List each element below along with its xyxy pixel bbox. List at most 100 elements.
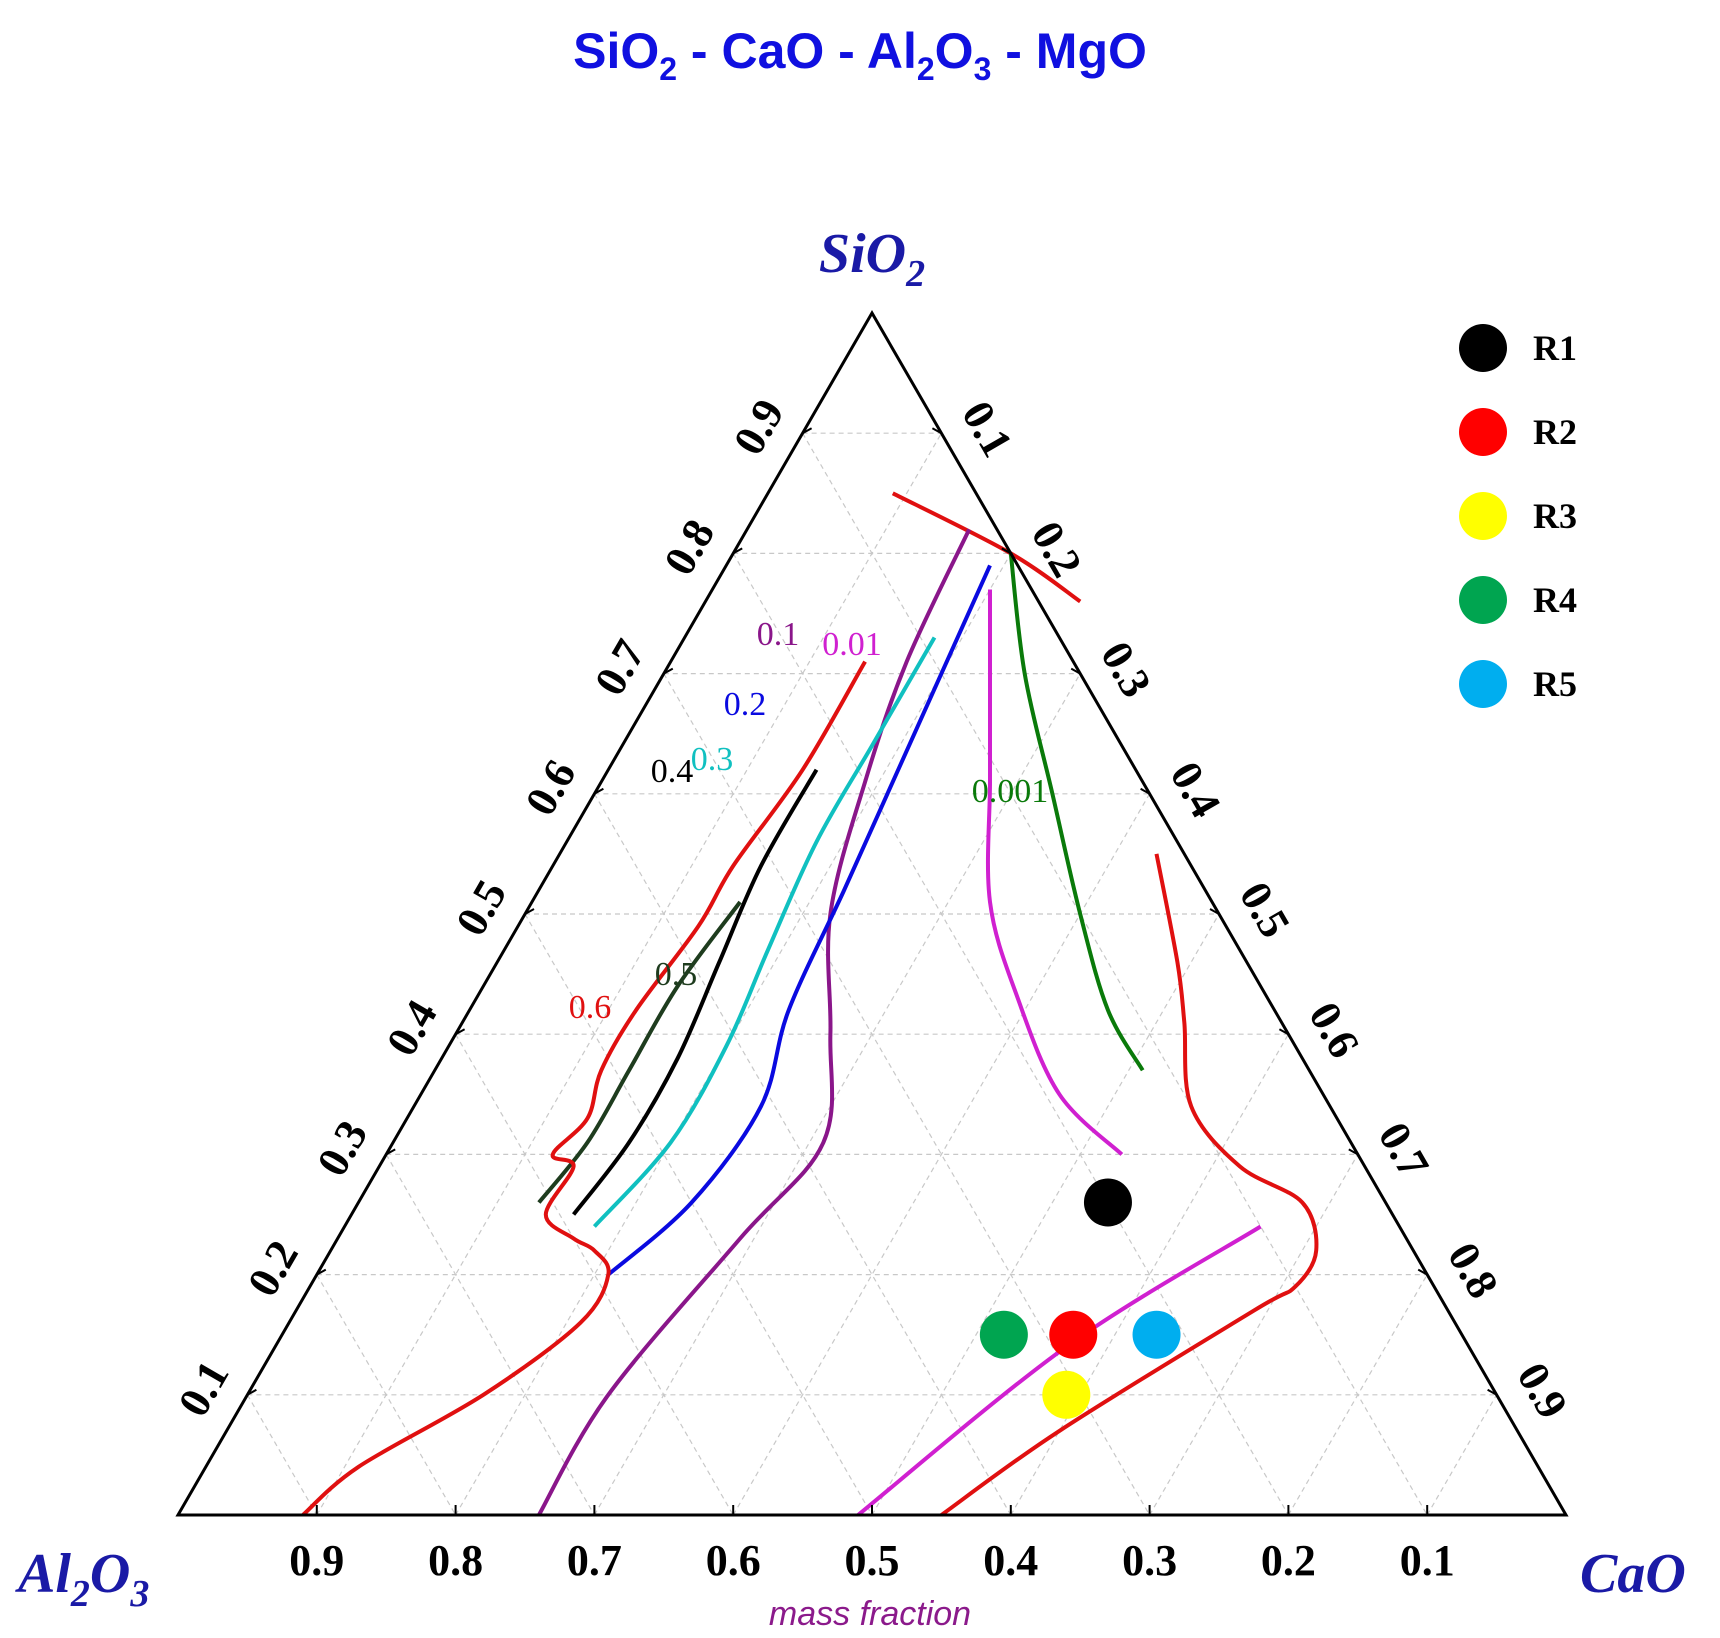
tick-mark [931, 427, 942, 435]
tick-mark [732, 547, 743, 555]
tick-label-left: 0.8 [654, 511, 724, 583]
region-boundary-line [940, 853, 1319, 1517]
tick-label-bottom: 0.3 [1122, 1536, 1177, 1585]
contour-line-0-001 [1008, 553, 1145, 1072]
contour-line-0-2 [606, 564, 992, 1277]
ternary-grid [246, 432, 1498, 1516]
tick-label-left: 0.3 [307, 1112, 377, 1184]
tick-label-left: 0.7 [585, 631, 655, 703]
tick-label-bottom: 0.2 [1261, 1536, 1316, 1585]
tick-label-right: 0.4 [1160, 754, 1230, 826]
vertex-label-sio2: SiO2 [819, 223, 925, 295]
chart-title: SiO2 - CaO - Al2O3 - MgO [573, 23, 1147, 87]
tick-label-left: 0.1 [169, 1353, 239, 1425]
grid-line [316, 432, 942, 1516]
legend-marker-r5 [1459, 660, 1507, 708]
contour-line-0-1 [537, 528, 972, 1516]
legend: R1 R2 R3 R4 R5 [1459, 324, 1577, 708]
contour-line-0-3 [592, 636, 937, 1228]
tick-label-right: 0.8 [1438, 1234, 1508, 1306]
contour-labels: 0.001 0.01 0.1 0.2 0.30.4 0.5 0.6 [569, 616, 1049, 1026]
grid-line [455, 1033, 734, 1516]
tick-label-bottom: 0.7 [567, 1536, 622, 1585]
tick-mark [1001, 547, 1012, 555]
tick-mark [1487, 1388, 1498, 1396]
data-points [979, 1178, 1181, 1419]
contour-label-0-2: 0.2 [724, 686, 767, 723]
grid-line [871, 913, 1220, 1516]
tick-mark [316, 1268, 327, 1276]
data-point-r2 [1049, 1310, 1098, 1359]
legend-marker-r1 [1459, 324, 1507, 372]
tick-mark [593, 787, 604, 795]
contour-line-0-4 [572, 768, 819, 1216]
data-point-r5 [1132, 1310, 1181, 1359]
tick-label-bottom: 0.4 [983, 1536, 1038, 1585]
contour-label-0-6: 0.6 [569, 989, 612, 1026]
contour-label-0-3: 0.3 [691, 741, 734, 778]
legend-marker-r3 [1459, 492, 1507, 540]
grid-line [316, 1274, 457, 1516]
contour-curves [301, 491, 1319, 1517]
tick-label-right: 0.6 [1299, 994, 1369, 1066]
tick-label-right: 0.7 [1369, 1114, 1439, 1186]
tick-mark [246, 1388, 257, 1396]
tick-label-right: 0.9 [1507, 1355, 1577, 1427]
tick-mark [1278, 1028, 1289, 1036]
data-point-r1 [1083, 1178, 1132, 1227]
tick-label-left: 0.2 [238, 1232, 308, 1304]
data-point-r4 [979, 1310, 1028, 1359]
contour-label-0-001: 0.001 [972, 773, 1049, 810]
grid-line [246, 1394, 318, 1516]
grid-line [385, 1154, 595, 1516]
legend-label-r5: R5 [1533, 664, 1577, 704]
grid-line [802, 432, 1428, 1516]
tick-mark [802, 427, 813, 435]
vertex-label-cao: CaO [1580, 1543, 1686, 1605]
tick-mark [1140, 787, 1151, 795]
tick-label-bottom: 0.6 [706, 1536, 761, 1585]
legend-label-r2: R2 [1533, 412, 1577, 452]
contour-label-0-5: 0.5 [655, 956, 698, 993]
data-point-r3 [1042, 1370, 1091, 1419]
region-boundary-line [856, 1224, 1262, 1517]
tick-mark [385, 1148, 396, 1156]
tick-mark [455, 1028, 466, 1036]
legend-marker-r4 [1459, 576, 1507, 624]
grid-line [1426, 1394, 1498, 1516]
grid-line [524, 913, 873, 1516]
legend-label-r3: R3 [1533, 496, 1577, 536]
grid-line [593, 793, 1012, 1516]
vertex-label-al2o3: Al2O3 [15, 1543, 149, 1615]
tick-mark [1070, 667, 1081, 675]
tick-label-right: 0.2 [1022, 513, 1092, 585]
tick-label-right: 0.1 [952, 393, 1022, 465]
grid-line [1149, 1154, 1359, 1516]
tick-label-left: 0.9 [724, 391, 794, 463]
contour-line-0-01 [985, 589, 1124, 1156]
tick-mark [1417, 1268, 1428, 1276]
tick-label-right: 0.3 [1091, 633, 1161, 705]
legend-marker-r2 [1459, 408, 1507, 456]
contour-line-0-6 [301, 660, 867, 1517]
tick-mark [1348, 1148, 1359, 1156]
tick-label-bottom: 0.1 [1400, 1536, 1455, 1585]
tick-label-bottom: 0.5 [845, 1536, 900, 1585]
tick-mark [663, 667, 674, 675]
tick-label-bottom: 0.9 [289, 1536, 344, 1585]
grid-line [1010, 1033, 1289, 1516]
tick-label-right: 0.5 [1230, 874, 1300, 946]
contour-line-0-5 [537, 900, 742, 1204]
contour-label-0-1: 0.1 [757, 616, 800, 653]
contour-label-0-01: 0.01 [822, 626, 882, 663]
tick-label-left: 0.6 [516, 752, 586, 824]
tick-label-left: 0.4 [377, 992, 447, 1064]
axis-note: mass fraction [769, 1595, 971, 1633]
tick-mark [524, 908, 535, 915]
tick-label-left: 0.5 [446, 872, 516, 944]
contour-label-0-4: 0.4 [651, 753, 694, 790]
tick-label-bottom: 0.8 [428, 1536, 483, 1585]
legend-label-r4: R4 [1533, 580, 1577, 620]
legend-label-r1: R1 [1533, 328, 1577, 368]
